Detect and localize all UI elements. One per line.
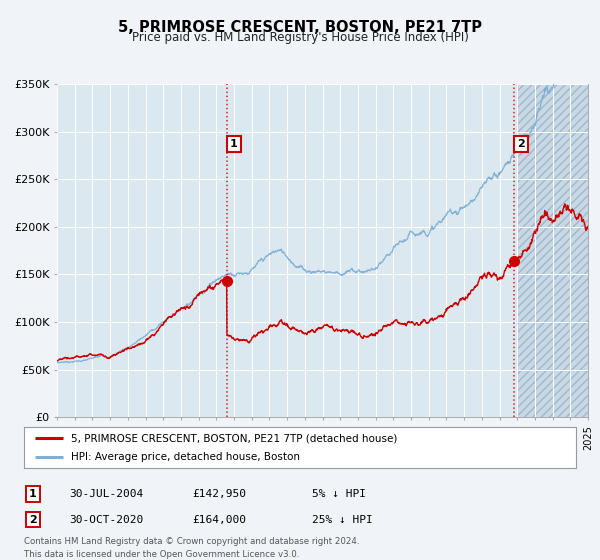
Text: 30-OCT-2020: 30-OCT-2020 [69, 515, 143, 525]
Text: 2: 2 [517, 139, 525, 149]
Bar [517, 84, 588, 417]
Text: Contains HM Land Registry data © Crown copyright and database right 2024.
This d: Contains HM Land Registry data © Crown c… [24, 538, 359, 559]
Text: 1: 1 [29, 489, 37, 499]
Text: £142,950: £142,950 [192, 489, 246, 499]
Text: 5, PRIMROSE CRESCENT, BOSTON, PE21 7TP (detached house): 5, PRIMROSE CRESCENT, BOSTON, PE21 7TP (… [71, 433, 397, 443]
Text: £164,000: £164,000 [192, 515, 246, 525]
Text: 30-JUL-2004: 30-JUL-2004 [69, 489, 143, 499]
Text: HPI: Average price, detached house, Boston: HPI: Average price, detached house, Bost… [71, 452, 300, 461]
Text: 1: 1 [230, 139, 238, 149]
Text: 5, PRIMROSE CRESCENT, BOSTON, PE21 7TP: 5, PRIMROSE CRESCENT, BOSTON, PE21 7TP [118, 20, 482, 35]
Text: Price paid vs. HM Land Registry's House Price Index (HPI): Price paid vs. HM Land Registry's House … [131, 31, 469, 44]
Text: 2: 2 [29, 515, 37, 525]
Text: 25% ↓ HPI: 25% ↓ HPI [312, 515, 373, 525]
Text: 5% ↓ HPI: 5% ↓ HPI [312, 489, 366, 499]
